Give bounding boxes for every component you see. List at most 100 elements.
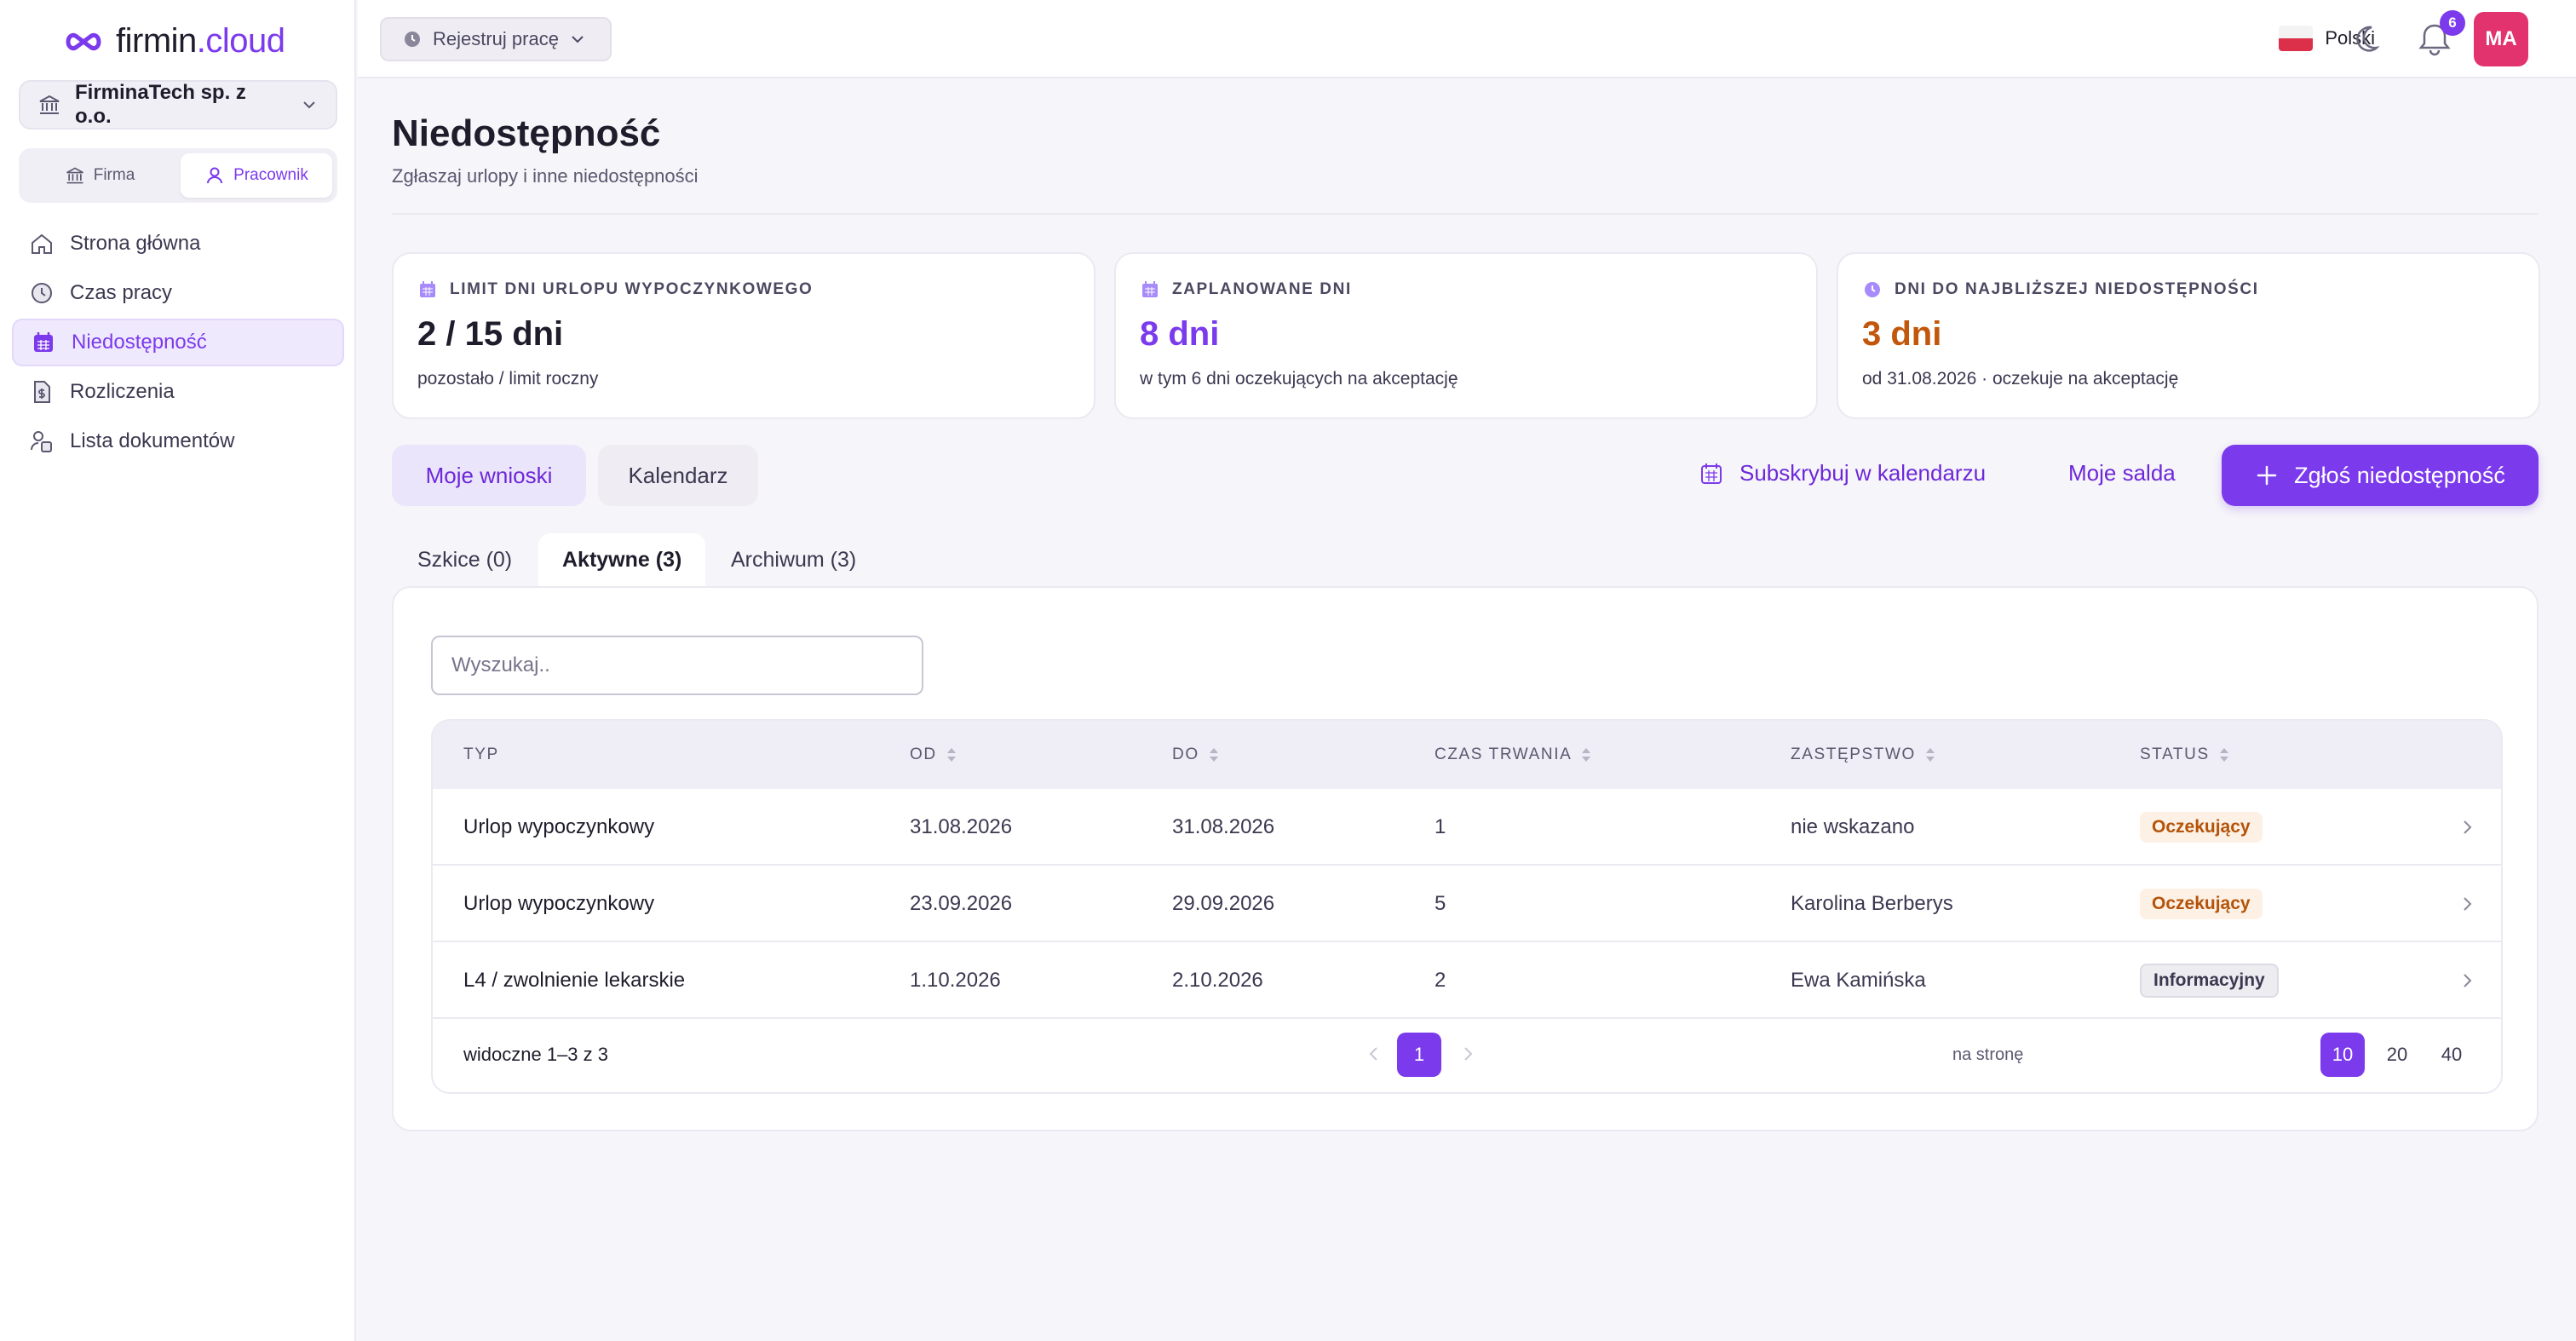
sort-icon	[2219, 748, 2228, 762]
sidebar-item-label: Niedostępność	[72, 331, 207, 354]
role-pracownik-label: Pracownik	[233, 166, 308, 184]
cell-from: 23.09.2026	[910, 892, 1013, 915]
stat-value: 3 dni	[1862, 315, 1942, 353]
cell-from: 31.08.2026	[910, 815, 1013, 838]
cell-duration: 2	[1435, 969, 1446, 992]
header-divider	[392, 213, 2539, 215]
cell-type: Urlop wypoczynkowy	[463, 815, 655, 838]
stat-card-planned-days: ZAPLANOWANE DNI 8 dni w tym 6 dni oczeku…	[1114, 252, 1818, 419]
logo-text: firmin.cloud	[116, 22, 285, 60]
cell-to: 29.09.2026	[1172, 892, 1275, 915]
cell-substitute: nie wskazano	[1791, 815, 1915, 838]
document-dollar-icon	[34, 381, 50, 403]
chevron-right-icon[interactable]	[2457, 894, 2477, 914]
sort-icon	[946, 748, 956, 762]
per-page-option-40[interactable]: 40	[2441, 1044, 2463, 1065]
cell-to: 2.10.2026	[1172, 969, 1263, 992]
avatar[interactable]: MA	[2474, 12, 2528, 66]
chevron-right-icon[interactable]	[1458, 1045, 1477, 1063]
sidebar-item-documents[interactable]: Lista dokumentów	[12, 417, 344, 465]
my-balances-button[interactable]: Moje salda	[2068, 460, 2176, 486]
page-button-current[interactable]: 1	[1397, 1033, 1441, 1077]
stat-value: 2 / 15 dni	[417, 315, 564, 353]
stat-value: 8 dni	[1140, 315, 1220, 353]
column-header-duration[interactable]: CZAS TRWANIA	[1435, 721, 1592, 789]
column-header-status[interactable]: STATUS	[2140, 721, 2230, 789]
stat-card-days-to-next: DNI DO NAJBLIŻSZEJ NIEDOSTĘPNOŚCI 3 dni …	[1837, 252, 2540, 419]
sidebar-item-home[interactable]: Strona główna	[12, 220, 344, 268]
search-input[interactable]	[431, 636, 923, 695]
table-row[interactable]: Urlop wypoczynkowy 23.09.2026 29.09.2026…	[433, 866, 2501, 942]
calendar-icon	[1701, 463, 1722, 484]
subtab-active[interactable]: Aktywne (3)	[538, 533, 706, 586]
page-title: Niedostępność	[392, 112, 661, 154]
requests-table: TYP OD DO CZAS TRWANIA ZASTĘPSTWO STATUS…	[431, 719, 2503, 1094]
report-unavailability-button[interactable]: Zgłoś niedostępność	[2222, 445, 2539, 506]
status-badge: Oczekujący	[2140, 812, 2263, 843]
clock-icon	[405, 32, 420, 47]
clock-icon	[32, 283, 52, 303]
stat-label-text: DNI DO NAJBLIŻSZEJ NIEDOSTĘPNOŚCI	[1895, 280, 2259, 298]
bank-icon	[66, 167, 83, 184]
company-selector[interactable]: FirminaTech sp. z o.o.	[19, 80, 337, 129]
status-badge: Oczekujący	[2140, 889, 2263, 919]
role-switch: Firma Pracownik	[19, 148, 337, 203]
per-page-option-10[interactable]: 10	[2320, 1033, 2365, 1077]
sidebar-item-label: Czas pracy	[70, 281, 173, 304]
user-documents-icon	[31, 431, 52, 452]
chevron-right-icon[interactable]	[2457, 970, 2477, 991]
sidebar-item-work-time[interactable]: Czas pracy	[12, 269, 344, 317]
bank-icon	[39, 95, 60, 114]
notifications-badge: 6	[2440, 10, 2465, 36]
role-pracownik-tab[interactable]: Pracownik	[181, 153, 332, 198]
page-subtitle: Zgłaszaj urlopy i inne niedostępności	[392, 165, 699, 187]
tab-my-requests[interactable]: Moje wnioski	[392, 445, 586, 506]
sidebar: firmin.cloud FirminaTech sp. z o.o. Firm…	[0, 0, 356, 1341]
company-name: FirminaTech sp. z o.o.	[75, 81, 246, 128]
pagination: widoczne 1–3 z 3 1 na stronę 10 20 40	[433, 1019, 2501, 1091]
sort-icon	[1925, 748, 1935, 762]
column-header-substitute[interactable]: ZASTĘPSTWO	[1791, 721, 1936, 789]
cell-type: L4 / zwolnienie lekarskie	[463, 969, 686, 992]
cell-status: Oczekujący	[2140, 789, 2263, 866]
role-firma-tab[interactable]: Firma	[24, 153, 175, 198]
visible-range: widoczne 1–3 z 3	[463, 1044, 608, 1065]
cell-duration: 5	[1435, 892, 1446, 915]
table-header: TYP OD DO CZAS TRWANIA ZASTĘPSTWO STATUS	[433, 721, 2501, 789]
column-header-to[interactable]: DO	[1172, 721, 1220, 789]
sidebar-item-label: Lista dokumentów	[70, 429, 235, 452]
chevron-right-icon[interactable]	[2457, 817, 2477, 837]
table-row[interactable]: L4 / zwolnienie lekarskie 1.10.2026 2.10…	[433, 942, 2501, 1019]
register-work-button[interactable]: Rejestruj pracę	[380, 17, 612, 61]
cell-status: Oczekujący	[2140, 866, 2263, 942]
cell-type: Urlop wypoczynkowy	[463, 892, 655, 915]
cell-to: 31.08.2026	[1172, 815, 1275, 838]
topbar: Rejestruj pracę Polski 6 MA	[358, 0, 2576, 78]
sidebar-item-unavailability[interactable]: Niedostępność	[12, 319, 344, 366]
table-row[interactable]: Urlop wypoczynkowy 31.08.2026 31.08.2026…	[433, 789, 2501, 866]
chevron-down-icon	[572, 36, 584, 43]
stat-label: ZAPLANOWANE DNI	[1140, 279, 1792, 300]
chevron-down-icon	[303, 101, 315, 109]
register-work-label: Rejestruj pracę	[433, 28, 559, 49]
theme-toggle-moon-icon[interactable]	[2351, 22, 2385, 56]
sidebar-item-settlements[interactable]: Rozliczenia	[12, 368, 344, 416]
sidebar-nav: Strona główna Czas pracy Niedostępność R…	[12, 220, 344, 467]
tab-calendar[interactable]: Kalendarz	[598, 445, 758, 506]
subscribe-calendar-button[interactable]: Subskrybuj w kalendarzu	[1699, 460, 1986, 486]
per-page-option-20[interactable]: 20	[2386, 1044, 2408, 1065]
cell-from: 1.10.2026	[910, 969, 1001, 992]
subtab-archive[interactable]: Archiwum (3)	[731, 547, 857, 572]
app-logo[interactable]: firmin.cloud	[56, 22, 285, 60]
stat-description: pozostało / limit roczny	[417, 369, 599, 388]
column-header-from[interactable]: OD	[910, 721, 957, 789]
sort-icon	[1209, 748, 1218, 762]
report-unavailability-label: Zgłoś niedostępność	[2294, 462, 2505, 488]
chevron-left-icon[interactable]	[1365, 1045, 1383, 1063]
stat-label: DNI DO NAJBLIŻSZEJ NIEDOSTĘPNOŚCI	[1862, 279, 2515, 300]
cell-substitute: Ewa Kamińska	[1791, 969, 1926, 992]
stat-label-text: LIMIT DNI URLOPU WYPOCZYNKOWEGO	[450, 280, 814, 298]
subtab-drafts[interactable]: Szkice (0)	[417, 547, 513, 572]
plus-icon	[2257, 465, 2277, 486]
stat-description: od 31.08.2026 · oczekuje na akceptację	[1862, 369, 2179, 388]
